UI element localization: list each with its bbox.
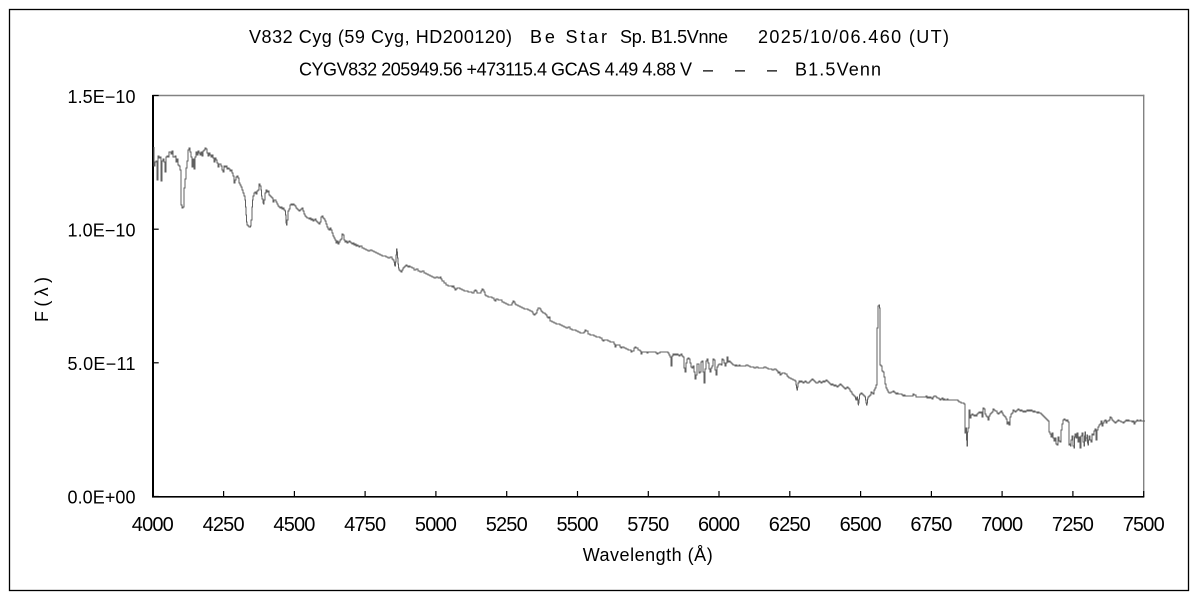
svg-text:CYGV832 205949.56 +473115.4 GC: CYGV832 205949.56 +473115.4 GCAS 4.49 4.… bbox=[299, 60, 692, 80]
svg-text:4250: 4250 bbox=[203, 514, 245, 536]
svg-text:6750: 6750 bbox=[910, 514, 952, 536]
svg-text:5250: 5250 bbox=[486, 514, 528, 536]
svg-text:V832 Cyg (59 Cyg, HD200120): V832 Cyg (59 Cyg, HD200120) bbox=[249, 27, 512, 47]
svg-text:7250: 7250 bbox=[1052, 514, 1094, 536]
svg-text:Be Star: Be Star bbox=[530, 27, 607, 47]
svg-text:1.5E−10: 1.5E−10 bbox=[68, 87, 136, 107]
svg-text:4000: 4000 bbox=[132, 514, 174, 536]
svg-text:– – –: – – – bbox=[703, 60, 777, 80]
svg-text:2025/10/06.460 (UT): 2025/10/06.460 (UT) bbox=[758, 27, 949, 47]
svg-text:7000: 7000 bbox=[981, 514, 1023, 536]
svg-text:5000: 5000 bbox=[415, 514, 457, 536]
svg-text:6500: 6500 bbox=[840, 514, 882, 536]
svg-text:1.0E−10: 1.0E−10 bbox=[68, 220, 136, 240]
svg-text:5500: 5500 bbox=[557, 514, 599, 536]
svg-text:Sp. B1.5Vnne: Sp. B1.5Vnne bbox=[620, 27, 728, 47]
svg-text:4750: 4750 bbox=[344, 514, 386, 536]
svg-text:B1.5Venn: B1.5Venn bbox=[795, 60, 881, 80]
svg-text:6000: 6000 bbox=[698, 514, 740, 536]
svg-text:6250: 6250 bbox=[769, 514, 811, 536]
svg-text:4500: 4500 bbox=[273, 514, 315, 536]
svg-text:5750: 5750 bbox=[627, 514, 669, 536]
svg-text:0.0E+00: 0.0E+00 bbox=[68, 488, 136, 508]
svg-text:7500: 7500 bbox=[1123, 514, 1165, 536]
svg-text:5.0E−11: 5.0E−11 bbox=[68, 354, 136, 374]
svg-text:Wavelength (Å): Wavelength (Å) bbox=[583, 545, 713, 565]
